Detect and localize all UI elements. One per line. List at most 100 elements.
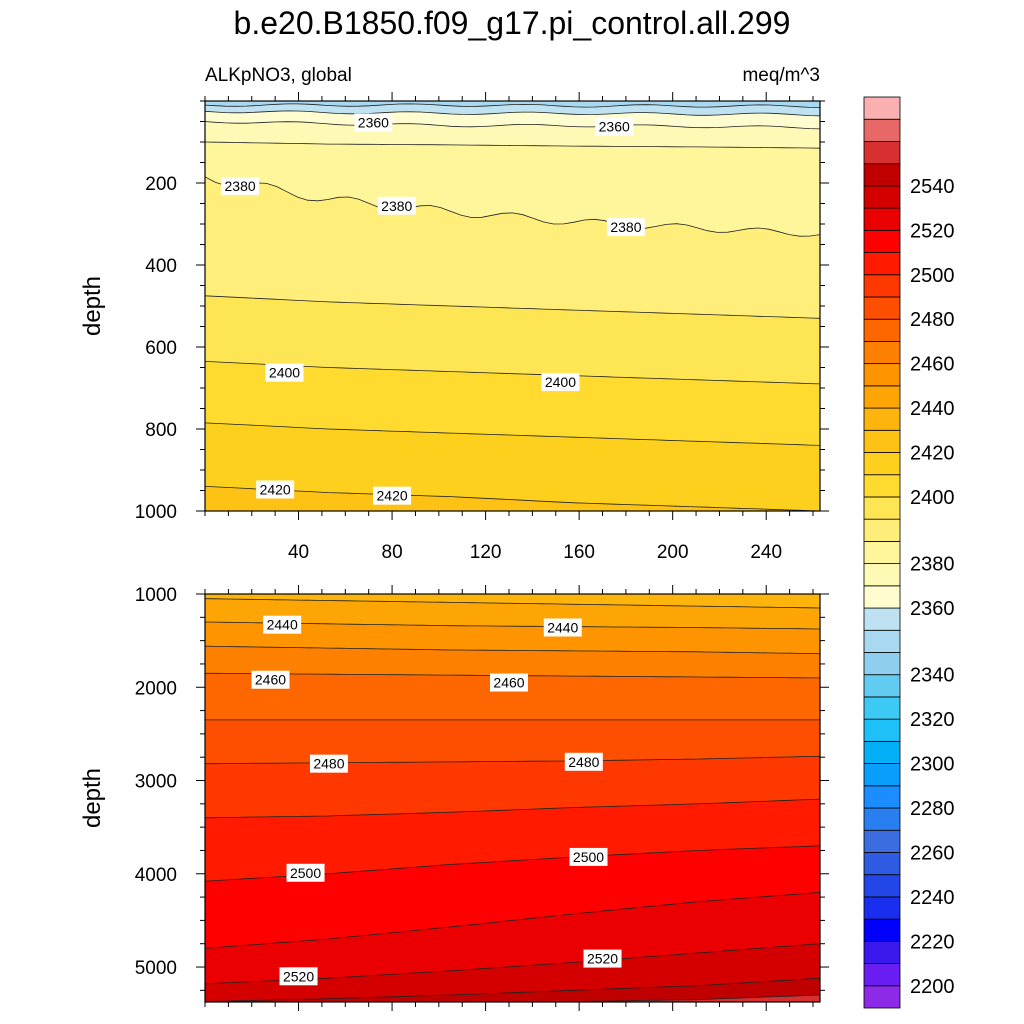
colorbar-label: 2420: [910, 443, 955, 465]
colorbar-swatch: [863, 429, 901, 453]
x-tick-label: 40: [288, 542, 309, 563]
contour-label: 2500: [569, 847, 608, 866]
upper-depth-panel: 2360 2360 2380 2380 2380 2400 2400 2420 2420 40 80…: [79, 92, 829, 563]
colorbar-label: 2200: [910, 976, 955, 998]
contour-line-2380: [205, 176, 820, 237]
y-tick-label: 5000: [135, 958, 177, 979]
colorbar-swatch: [863, 407, 901, 431]
colorbar-label: 2260: [910, 842, 955, 864]
contour-line-2410: [205, 486, 820, 511]
colorbar-swatch: [863, 185, 901, 209]
y-tick-label: 3000: [135, 772, 177, 793]
contour-line-2530: [205, 977, 820, 1002]
contour-label-text: 2500: [290, 865, 321, 881]
contour-line-2385: [205, 295, 820, 319]
contour-line-2480: [205, 755, 820, 765]
colorbar-swatch: [863, 163, 901, 187]
contour-label-text: 2380: [224, 178, 255, 194]
colorbar-swatch: [863, 496, 901, 520]
colorbar-swatch: [863, 563, 901, 587]
colorbar-swatch: [863, 452, 901, 476]
contour-band-2400: [205, 422, 820, 511]
contour-label: 2460: [489, 673, 528, 692]
colorbar-label: 2360: [910, 598, 955, 620]
y-tick-label: 4000: [135, 865, 177, 886]
contour-label: 2360: [354, 113, 393, 132]
contour-label-text: 2520: [587, 951, 618, 967]
colorbar-swatch: [863, 785, 901, 809]
contour-label: 2440: [543, 618, 582, 637]
colorbar-swatch: [863, 207, 901, 231]
figure-title: b.e20.B1850.f09_g17.pi_control.all.299: [234, 5, 791, 41]
colorbar-swatch: [863, 985, 901, 1009]
contour-band-2410: [205, 486, 820, 511]
contour-label-text: 2440: [267, 617, 298, 633]
colorbar-swatch: [863, 96, 901, 120]
contour-line-2490: [205, 798, 820, 819]
y-tick-label: 1000: [135, 585, 177, 606]
colorbar-swatch: [863, 474, 901, 498]
contour-label: 2520: [279, 967, 318, 986]
colorbar-label: 2280: [910, 798, 955, 820]
colorbar-swatch: [863, 518, 901, 542]
colorbar-swatch: [863, 940, 901, 964]
right-subtitle: meq/m^3: [742, 65, 820, 86]
colorbar-swatch: [863, 963, 901, 987]
colorbar-swatch: [863, 229, 901, 253]
colorbar-label: 2400: [910, 487, 955, 509]
x-tick-label: 120: [470, 542, 502, 563]
colorbar-swatch: [863, 718, 901, 742]
colorbar-swatch: [863, 763, 901, 787]
colorbar-label: 2340: [910, 665, 955, 687]
contour-line-2360: [205, 121, 820, 130]
contour-label-text: 2400: [545, 374, 576, 390]
contour-label-text: 2360: [599, 119, 630, 135]
colorbar-swatch: [863, 874, 901, 898]
contour-line-2355: [205, 110, 820, 117]
contour-line-2390: [205, 361, 820, 385]
colorbar-swatch: [863, 363, 901, 387]
contour-label: 2380: [221, 177, 260, 196]
colorbar-label: 2500: [910, 265, 955, 287]
y-tick-label: 400: [145, 256, 177, 277]
y-tick-label: 200: [145, 174, 177, 195]
contour-band-2530: [205, 978, 820, 1002]
colorbar-swatch: [863, 696, 901, 720]
colorbar-swatch: [863, 807, 901, 831]
x-tick-label: 80: [382, 542, 403, 563]
y-axis-label: depth: [79, 768, 106, 828]
colorbar-swatch: [863, 318, 901, 342]
contour-line-2440: [205, 621, 820, 630]
plot-frame: [204, 593, 821, 1003]
contour-label: 2420: [373, 486, 412, 505]
contour-label-text: 2500: [573, 849, 604, 865]
y-axis-label: depth: [79, 276, 106, 336]
colorbar-label: 2460: [910, 354, 955, 376]
contour-label-text: 2400: [269, 365, 300, 381]
contour-label: 2380: [606, 218, 645, 237]
colorbar-swatch: [863, 385, 901, 409]
contour-label: 2460: [251, 670, 290, 689]
colorbar-label: 2220: [910, 931, 955, 953]
contour-label-text: 2420: [376, 488, 407, 504]
colorbar-swatch: [863, 341, 901, 365]
contour-label-text: 2440: [547, 620, 578, 636]
colorbar-swatch: [863, 274, 901, 298]
contour-label-text: 2380: [381, 198, 412, 214]
y-tick-label: 800: [145, 420, 177, 441]
colorbar: 2200 2220 2240 2260 2280 2300 2320 2340 2360 2380…: [863, 96, 955, 1009]
x-tick-label: 160: [563, 542, 595, 563]
colorbar-label: 2380: [910, 554, 955, 576]
colorbar-label: 2480: [910, 309, 955, 331]
contour-line-2370: [205, 141, 820, 149]
colorbar-label: 2320: [910, 709, 955, 731]
contour-line-2450: [205, 645, 820, 655]
contour-line-2510: [205, 892, 820, 949]
left-subtitle: ALKpNO3, global: [205, 65, 352, 86]
contour-label-text: 2380: [610, 219, 641, 235]
colorbar-label: 2520: [910, 220, 955, 242]
colorbar-swatch: [863, 852, 901, 876]
colorbar-label: 2540: [910, 176, 955, 198]
contour-label-text: 2520: [283, 968, 314, 984]
contour-line-2430: [205, 598, 820, 609]
